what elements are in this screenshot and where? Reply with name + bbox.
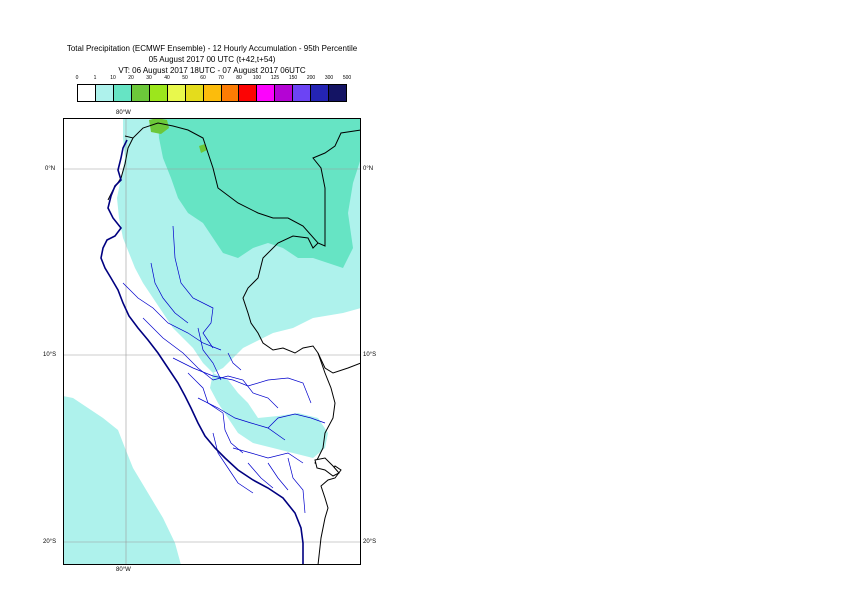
legend-tick-label: 500 [342,75,352,81]
legend-swatch [131,85,150,101]
lake-titicaca [314,457,340,477]
precip-light-area-pacific [63,396,181,565]
legend-tick-label: 0 [75,75,79,81]
legend-tick-label: 100 [252,75,262,81]
graticule [63,118,361,565]
legend-tick-label: 150 [288,75,298,81]
legend-tick-label: 125 [270,75,280,81]
label-lat0-left: 0°N [45,166,56,172]
precip-heavy-cell [149,118,169,134]
legend-swatch [185,85,204,101]
label-top-lon: 80°W [116,110,131,116]
legend-swatch [221,85,240,101]
legend-tick-label: 30 [146,75,152,81]
map-svg [63,118,361,565]
precip-light-area-andes [210,373,328,458]
legend-swatch [311,85,330,101]
legend-tick-label: 20 [128,75,134,81]
legend-swatch [293,85,312,101]
legend-swatch [257,85,276,101]
legend-tick-label: 1 [93,75,97,81]
legend-tick-label: 50 [182,75,188,81]
legend-swatch [167,85,186,101]
legend-swatch [149,85,168,101]
coastline [100,139,304,565]
legend-tick-label: 200 [306,75,316,81]
precipitation-map [63,118,361,565]
legend-ticks: 0 1 10 20 30 40 50 60 70 80 100 125 150 200 300 500 [75,75,352,85]
legend-tick-label: 80 [236,75,242,81]
legend-swatch [329,85,347,101]
label-lat0-right: 0°N [363,166,374,172]
chart-title: Total Precipitation (ECMWF Ensemble) - 1… [66,44,358,53]
legend-tick-label: 300 [324,75,334,81]
label-lat10-left: 10°S [43,352,57,358]
chart-titles: Total Precipitation (ECMWF Ensemble) - 1… [0,43,424,76]
color-legend: 0 1 10 20 30 40 50 60 70 80 100 125 150 200 300 500 [75,75,352,103]
label-lat20-right: 20°S [363,539,377,545]
legend-tick-label: 40 [164,75,170,81]
legend-tick-label: 70 [218,75,224,81]
label-bottom-lon: 80°W [116,567,131,573]
legend-swatch [113,85,132,101]
legend-tick-label: 60 [200,75,206,81]
admin-boundaries [122,225,326,514]
legend-swatch [239,85,258,101]
chart-valid-time: VT: 06 August 2017 18UTC - 07 August 201… [118,66,306,75]
legend-bar [77,84,347,102]
label-lat20-left: 20°S [43,539,57,545]
label-lat10-right: 10°S [363,352,377,358]
precip-heavy-cell-2 [199,144,207,153]
legend-swatch [95,85,114,101]
legend-swatch [203,85,222,101]
map-frame [63,118,361,565]
legend-tick-label: 10 [110,75,116,81]
legend-swatch [78,85,96,101]
legend-swatch [275,85,294,101]
chart-run-time: 05 August 2017 00 UTC (t+42,t+54) [148,55,276,64]
